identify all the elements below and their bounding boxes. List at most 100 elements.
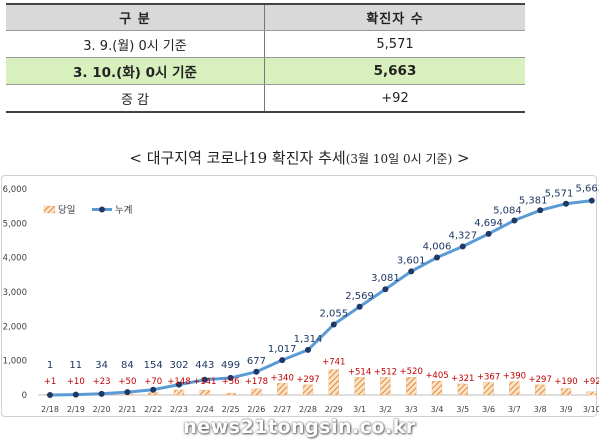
table-row: 증 감 +92: [6, 84, 525, 112]
watermark-text: news21tongsin.co.kr: [183, 416, 416, 438]
legend-swatch-daily: [43, 205, 56, 214]
cumulative-point: [356, 303, 363, 310]
cumulative-label: 34: [95, 360, 108, 371]
chart-title: < 대구지역 코로나19 확진자 추세(3월 10일 0시 기준) >: [0, 147, 599, 168]
x-tick-label: 2/19: [67, 405, 85, 414]
daily-label: +520: [400, 367, 423, 377]
daily-label: +92: [583, 377, 599, 387]
daily-label: +321: [451, 374, 474, 384]
daily-label: +148: [167, 377, 190, 387]
x-tick-label: 2/25: [222, 405, 240, 414]
daily-bar: [431, 380, 443, 396]
cumulative-label: 443: [195, 360, 214, 371]
daily-bar: [560, 388, 572, 396]
x-tick-label: 2/29: [325, 405, 343, 414]
daily-bar: [354, 377, 365, 396]
daily-bar: [225, 392, 236, 396]
cumulative-point: [279, 357, 286, 364]
legend-label-cumulative: 누계: [115, 204, 132, 216]
x-tick-label: 2/27: [273, 405, 291, 414]
chart-legend: 당일 누계: [43, 204, 132, 216]
x-tick-label: 3/3: [405, 405, 418, 414]
cumulative-point: [305, 346, 311, 353]
daily-bar: [277, 383, 288, 396]
cumulative-label: 2,569: [345, 291, 374, 302]
cumulative-label: 154: [144, 360, 163, 371]
cumulative-point: [382, 286, 389, 293]
x-tick-label: 3/4: [431, 405, 444, 414]
daily-bar: [457, 383, 468, 396]
daily-bar: [173, 389, 185, 396]
cumulative-line: [49, 199, 592, 397]
daily-bar: [586, 391, 597, 396]
x-tick-label: 3/10: [583, 405, 599, 414]
cumulative-point: [459, 243, 466, 250]
cumulative-point: [124, 389, 131, 396]
daily-label: +405: [425, 371, 448, 381]
chart-title-end: >: [452, 149, 470, 167]
cumulative-point: [511, 217, 518, 224]
daily-label: +297: [529, 375, 552, 385]
daily-label: +23: [93, 377, 111, 387]
summary-table: 구 분 확진자 수 3. 9.(월) 0시 기준 5,571 3. 10.(화)…: [6, 3, 525, 113]
chart-frame: [1, 175, 597, 417]
cumulative-point: [98, 390, 105, 397]
cumulative-label: 5,084: [493, 205, 522, 216]
cumulative-label: 499: [221, 360, 240, 371]
x-tick-label: 3/1: [353, 405, 366, 414]
daily-label: +741: [322, 358, 345, 368]
cumulative-label: 5,571: [545, 189, 574, 200]
daily-label: +512: [374, 367, 397, 377]
x-tick-label: 2/20: [93, 405, 111, 414]
daily-label: +56: [222, 377, 240, 387]
daily-bar: [251, 388, 262, 396]
cumulative-label: 1: [47, 360, 53, 371]
cumulative-label: 2,055: [319, 308, 348, 319]
daily-bar: [148, 392, 159, 396]
daily-label: +390: [503, 372, 526, 382]
x-tick-label: 2/18: [41, 405, 59, 414]
y-tick-label: 2,000: [3, 322, 27, 332]
y-tick-label: 4,000: [3, 254, 27, 264]
y-tick-label: 6,000: [3, 185, 27, 195]
x-tick-label: 2/22: [144, 405, 162, 414]
table-cell-value: 5,663: [264, 57, 525, 85]
cumulative-label: 677: [247, 356, 266, 367]
x-tick-label: 3/7: [508, 405, 521, 414]
table-cell-label: 증 감: [6, 84, 265, 112]
daily-bar: [509, 381, 520, 396]
x-tick-label: 3/2: [379, 405, 392, 414]
x-tick-label: 2/23: [170, 405, 188, 414]
y-tick-label: 3,000: [3, 288, 27, 298]
daily-bar: [380, 377, 391, 396]
x-tick-label: 2/24: [196, 405, 214, 414]
daily-label: +141: [193, 377, 216, 387]
daily-label: +1: [44, 377, 57, 387]
cumulative-label: 11: [69, 360, 82, 371]
daily-bar: [199, 390, 210, 396]
cumulative-point: [150, 386, 157, 393]
cumulative-label: 84: [121, 360, 134, 371]
cumulative-point: [563, 200, 569, 207]
table-cell-label: 3. 10.(화) 0시 기준: [6, 57, 265, 85]
cumulative-point: [201, 376, 208, 383]
cumulative-label: 4,327: [448, 230, 477, 241]
cumulative-label: 3,081: [371, 273, 400, 284]
cumulative-point: [537, 207, 544, 214]
chart-title-main: < 대구지역 코로나19 확진자 추세: [129, 149, 346, 167]
daily-bar: [328, 369, 339, 396]
cumulative-point: [47, 391, 53, 398]
daily-label: +340: [271, 373, 294, 383]
daily-bar: [406, 376, 417, 396]
daily-bar: [535, 384, 546, 396]
daily-label: +367: [477, 372, 500, 382]
x-tick-label: 2/26: [247, 405, 265, 414]
legend-marker-cumulative: [99, 206, 105, 213]
daily-label: +514: [348, 367, 371, 377]
x-tick-label: 3/5: [456, 405, 469, 414]
daily-label: +50: [118, 377, 136, 387]
x-tick-label: 2/21: [118, 405, 136, 414]
cumulative-point: [72, 391, 79, 398]
legend-label-daily: 당일: [58, 205, 75, 216]
